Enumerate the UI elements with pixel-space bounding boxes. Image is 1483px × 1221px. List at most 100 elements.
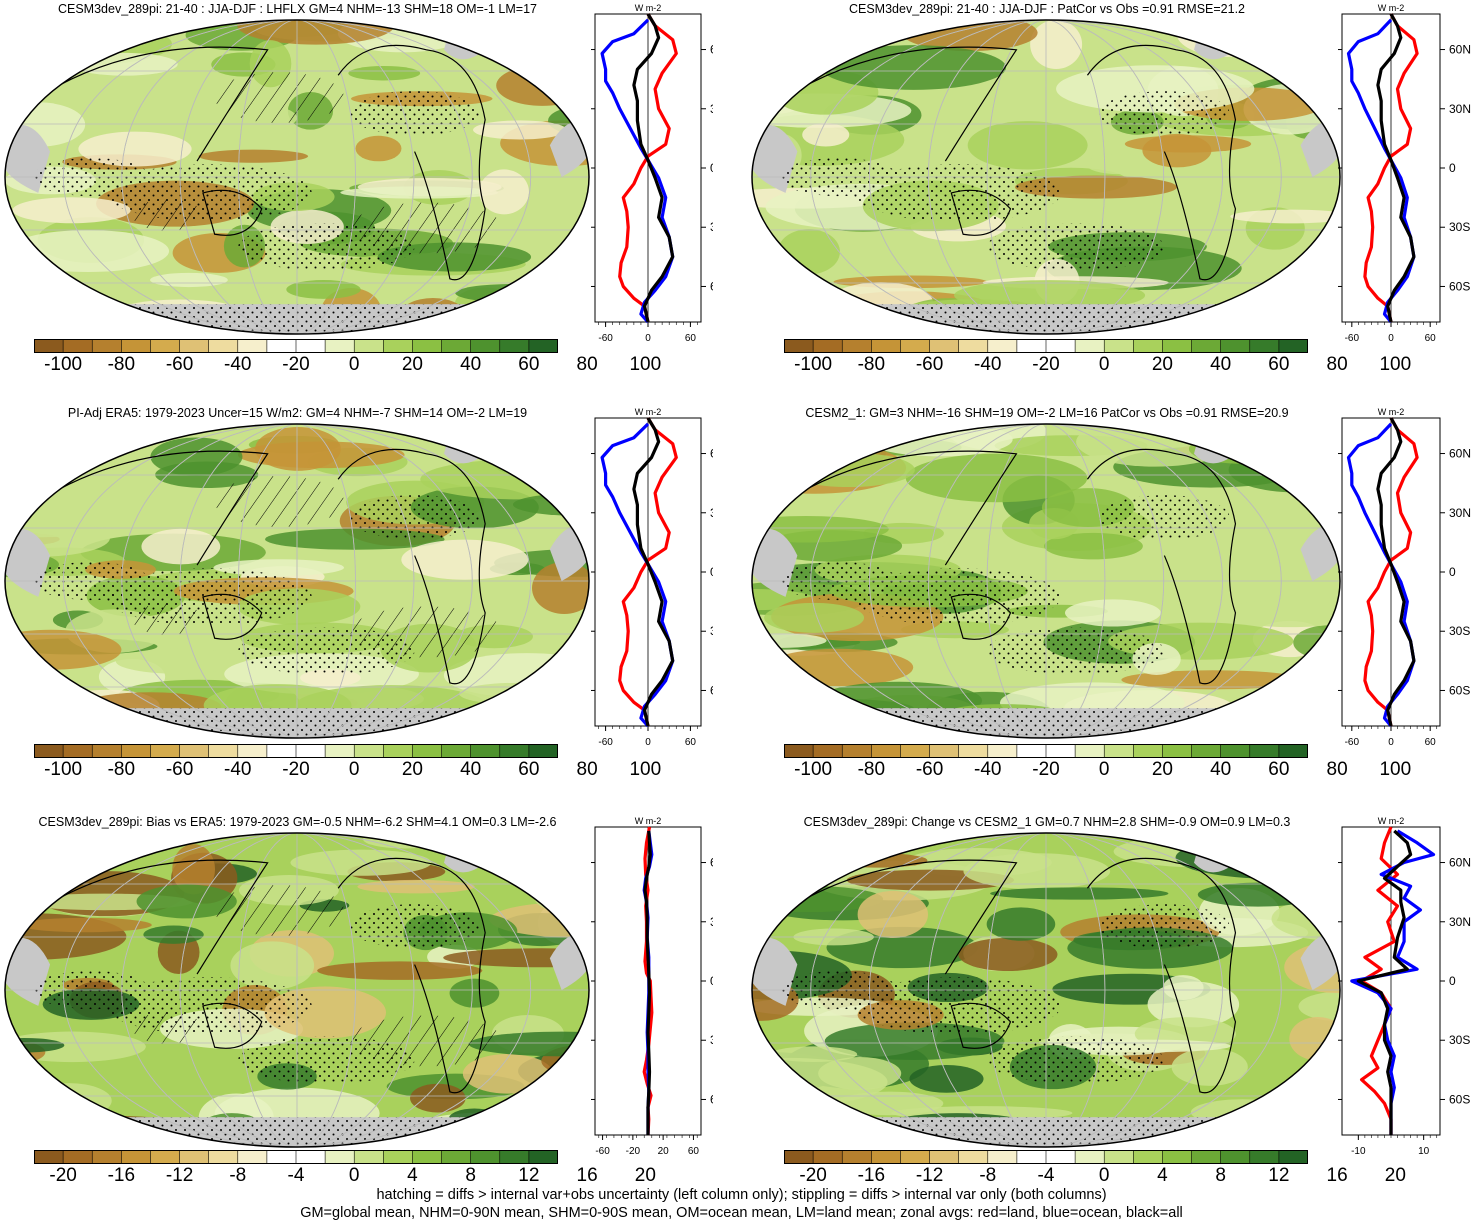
colorbar-tick-label: 60 [1268,354,1290,375]
zonal-line-all [1356,829,1413,1135]
map-patch [401,539,529,580]
colorbar-swatch [208,339,239,353]
colorbar-tick-label: -20 [799,1165,827,1186]
colorbar [34,1150,558,1164]
colorbar-tick-label: -80 [107,354,136,375]
map-outline [751,19,1341,335]
unit-label: W m-2 [635,407,662,417]
map-patch [1218,600,1340,628]
colorbar-swatch [871,1150,901,1164]
graticule-lon [121,424,473,738]
colorbar-tick-label: 80 [576,354,598,375]
colorbar-tick-label: -60 [915,759,944,780]
colorbar-swatch [958,1150,989,1164]
colorbar-swatch [441,744,472,758]
zonal-line-all [632,417,675,727]
map-field [5,20,589,334]
colorbar-swatch [441,339,472,353]
colorbar-swatch [1162,1150,1193,1164]
graticule-lon [238,20,356,334]
coastline [1086,448,1237,685]
map-patch [770,1046,858,1063]
colorbar [784,339,1308,353]
colorbar-tick-label: 20 [1151,354,1174,375]
map-outline [751,423,1341,739]
graticule-lon [62,20,532,334]
lat-tick-label: 60N [710,856,713,870]
lat-tick-label: 0 [1449,974,1456,988]
zonal-line-all [643,830,652,1135]
graticule-lon [927,424,1165,738]
x-tick-label: 60 [685,333,697,344]
lat-tick-label: 30S [1449,624,1470,638]
hatching [214,885,345,936]
hatching [214,476,345,527]
zonal-mean-plot: W m-2 60N 30N 0 30S 60S -60 0 60 [591,407,713,748]
x-tick-label: 0 [1388,737,1394,748]
colorbar-tick-label: 0 [1098,354,1110,375]
colorbar-swatch [1016,744,1047,758]
colorbar-swatch [179,339,210,353]
coastline [1086,857,1237,1094]
lat-tick-label: 30S [1449,220,1470,234]
colorbar-swatch [266,1150,297,1164]
colorbar-tick-label: 0 [1098,1165,1110,1186]
map-patch [150,437,243,476]
lat-tick-label: 30N [710,506,713,520]
colorbar-tick-label: 8 [1215,1165,1226,1186]
lat-tick-label: 60S [710,279,713,293]
graticule-lon [179,833,415,1147]
colorbar-tick-label: -8 [979,1165,997,1186]
map-patch [752,714,847,738]
panel-title: CESM3dev_289pi: Bias vs ERA5: 1979-2023 … [38,815,557,829]
map-patch [1230,209,1340,224]
colorbar-swatch [63,1150,93,1164]
map-patch [6,230,170,273]
colorbar-swatch [958,744,989,758]
map-patch [967,121,1088,170]
map-patch [357,879,475,894]
map-patch [905,453,1088,503]
colorbar-swatch [325,339,355,353]
lat-tick-label: 0 [1449,161,1456,175]
colorbar-swatch [92,339,122,353]
colorbar-tick-label: -40 [224,354,252,375]
colorbar-tick-label: 20 [1151,759,1174,780]
x-tick-label: -60 [598,333,613,344]
colorbar-swatch [987,339,1018,353]
lat-tick-label: 30N [710,102,713,116]
zonal-line-ocean [1350,829,1436,1135]
colorbar-swatch [150,339,181,353]
colorbar-swatch [237,1150,268,1164]
colorbar-tick-label: -20 [49,1165,77,1186]
stippling [986,1036,1165,1084]
panel-title: CESM2_1: GM=3 NHM=-16 SHM=19 OM=-2 LM=16… [805,406,1289,420]
footnote-hatching: hatching = diffs > internal var+obs unce… [376,1187,1107,1203]
zonal-line-land [618,13,678,323]
map-patch [443,948,589,968]
coastline [761,46,1018,162]
colorbar-swatch [1191,339,1222,353]
zonal-mean-plot: W m-2 60N 30N 0 30S 60S -60 0 60 [1338,3,1471,344]
graticule-lon [869,20,1223,334]
colorbar-swatch [929,744,960,758]
colorbar-tick-label: -8 [229,1165,247,1186]
lat-tick-label: 60N [1449,447,1471,461]
map-patch [1121,670,1304,690]
colorbar-swatch [1220,1150,1251,1164]
map-patch [5,40,69,65]
map-patch [752,302,803,334]
colorbar-swatch [900,1150,931,1164]
colorbar-tick-label: -4 [1037,1165,1055,1186]
lat-tick-label: 30S [710,624,713,638]
colorbar-swatch [383,744,413,758]
colorbar-tick-label: 40 [1210,759,1232,780]
colorbar-swatch [528,1150,558,1164]
stippling [349,91,480,136]
graticule-lon [810,833,1282,1147]
map-patch [821,45,1007,90]
stippling [986,627,1165,675]
colorbar-swatch [1016,339,1047,353]
colorbar-tick-label: -100 [44,759,83,780]
map-patch [1259,429,1321,471]
